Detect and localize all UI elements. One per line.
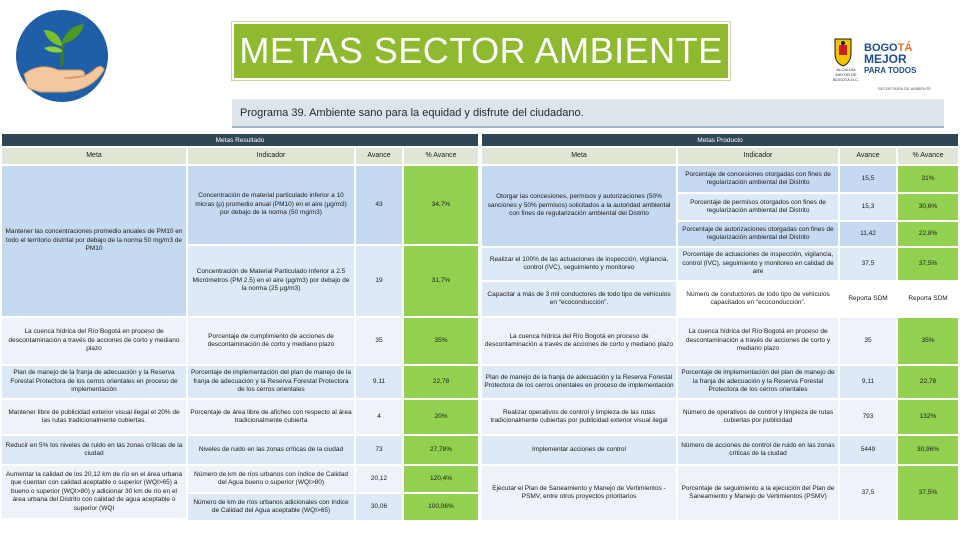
table-cell-meta: Capacitar a más de 3 mil conductores de …: [482, 282, 676, 316]
table-cell-pct: 31%: [898, 166, 958, 192]
table-cell-indicador: Concentración de Material Particulado In…: [188, 246, 354, 316]
table-cell-indicador: Número de acciones de control de ruido e…: [678, 436, 838, 464]
header-meta: Meta: [2, 148, 186, 164]
bogota-mejor-text: BOGOTÁ MEJOR PARA TODOS: [864, 41, 917, 76]
table-cell-indicador: Número de conductores de todo tipo de ve…: [678, 282, 838, 316]
table-cell-indicador: Porcentaje de implementación del plan de…: [188, 366, 354, 398]
table-cell-indicador: Porcentaje de seguimiento a la ejecución…: [678, 466, 838, 520]
table-cell-avance: 5449: [840, 436, 896, 464]
table-cell-pct: 22,78: [404, 366, 478, 398]
table-cell-pct: 100,06%: [404, 494, 478, 520]
table-cell-avance: 20,12: [356, 466, 402, 492]
table-cell-avance: 9,11: [840, 366, 896, 398]
table-cell-indicador: Niveles de ruido en las zonas críticas d…: [188, 436, 354, 464]
table-cell-indicador: Concentración de material particulado in…: [188, 166, 354, 244]
table-cell-pct: 31,7%: [404, 246, 478, 316]
title-banner: METAS SECTOR AMBIENTE: [232, 22, 730, 80]
table-cell-meta: Otorgar las concesiones, permisos y auto…: [482, 166, 676, 246]
section-metas-resultado: Metas Resultado: [2, 134, 478, 146]
table-cell-pct: 132%: [898, 400, 958, 434]
table-cell-pct: 27,78%: [404, 436, 478, 464]
header-meta: Meta: [482, 148, 676, 164]
header-avance: Avance: [356, 148, 402, 164]
table-cell-pct: 22,78: [898, 366, 958, 398]
alcaldia-text: ALCALDÍA MAYOR DE BOGOTÁ D.C.: [832, 66, 860, 82]
table-cell-indicador: Número de km de ríos urbanos con índice …: [188, 466, 354, 492]
section-label: Metas Producto: [697, 136, 743, 144]
table-cell-meta: Plan de manejo de la franja de adecuació…: [2, 366, 186, 398]
table-cell-avance: 19: [356, 246, 402, 316]
table-cell-pct: 30,96%: [898, 436, 958, 464]
table-cell-meta: La cuenca hídrica del Río Bogotá en proc…: [2, 318, 186, 364]
table-cell-pct: 22,8%: [898, 222, 958, 246]
table-cell-meta: Ejecutar el Plan de Saneamiento y Manejo…: [482, 466, 676, 520]
table-cell-indicador: Porcentaje de cumplimiento de acciones d…: [188, 318, 354, 364]
hand-plant-logo: [10, 4, 118, 104]
bogota-line1-a: BOGO: [864, 41, 898, 54]
table-cell-avance: 15,3: [840, 194, 896, 220]
bogota-line3: PARA TODOS: [864, 65, 917, 75]
coat-of-arms-icon: ALCALDÍA MAYOR DE BOGOTÁ D.C.: [832, 37, 860, 82]
header-pct-avance: % Avance: [404, 148, 478, 164]
page-title: METAS SECTOR AMBIENTE: [239, 30, 723, 71]
table-cell-pct: 37,5%: [898, 466, 958, 520]
header-pct-avance: % Avance: [898, 148, 958, 164]
table-cell-avance: 37,5: [840, 248, 896, 280]
table-cell-meta: Plan de manejo de la franja de adecuació…: [482, 366, 676, 398]
table-cell-meta: Reducir en 5% los niveles de ruido en la…: [2, 436, 186, 464]
table-cell-indicador: Porcentaje de permisos otorgados con fin…: [678, 194, 838, 220]
table-cell-pct: 20%: [404, 400, 478, 434]
table-cell-avance: 793: [840, 400, 896, 434]
table-cell-avance: Reporta SDM: [840, 282, 896, 316]
table-cell-avance: 30,06: [356, 494, 402, 520]
header-indicador: Indicador: [188, 148, 354, 164]
table-cell-indicador: Número de km de ríos urbanos adicionales…: [188, 494, 354, 520]
bogota-line2: MEJOR: [864, 51, 907, 66]
table-cell-indicador: Porcentaje de implementación del plan de…: [678, 366, 838, 398]
table-cell-pct: Reporta SDM: [898, 282, 958, 316]
table-cell-avance: 37,5: [840, 466, 896, 520]
table-cell-meta: Realizar operativos de control y limpiez…: [482, 400, 676, 434]
table-cell-pct: 34,7%: [404, 166, 478, 244]
table-cell-meta: Aumentar la calidad de los 20,12 km de r…: [2, 466, 186, 518]
table-cell-meta: Implementar acciones de control: [482, 436, 676, 464]
table-cell-meta: Mantener las concentraciones promedio an…: [2, 166, 186, 316]
table-cell-avance: 35: [356, 318, 402, 364]
table-cell-pct: 120,4%: [404, 466, 478, 492]
header-avance: Avance: [840, 148, 896, 164]
table-cell-avance: 4: [356, 400, 402, 434]
section-label: Metas Resultado: [215, 136, 265, 144]
table-cell-pct: 35%: [898, 318, 958, 364]
table-cell-avance: 35: [840, 318, 896, 364]
table-cell-indicador: Número de operativos de control y limpie…: [678, 400, 838, 434]
table-cell-indicador: La cuenca hídrica del Río Bogotá en proc…: [678, 318, 838, 364]
table-cell-avance: 43: [356, 166, 402, 244]
program-banner: Programa 39. Ambiente sano para la equid…: [232, 98, 944, 128]
header-indicador: Indicador: [678, 148, 838, 164]
table-cell-avance: 15,5: [840, 166, 896, 192]
table-cell-indicador: Porcentaje de concesiones otorgadas con …: [678, 166, 838, 192]
bogota-logo: ALCALDÍA MAYOR DE BOGOTÁ D.C. BOGOTÁ MEJ…: [832, 30, 950, 88]
table-cell-indicador: Porcentaje de autorizaciones otorgadas c…: [678, 222, 838, 246]
secretaria-text: SECRETARÍA DE AMBIENTE: [878, 86, 932, 91]
bogota-line1-b: TÁ: [897, 41, 913, 54]
table-cell-pct: 30,6%: [898, 194, 958, 220]
table-cell-avance: 9,11: [356, 366, 402, 398]
table-cell-avance: 73: [356, 436, 402, 464]
table-cell-meta: La cuenca hídrica del Río Bogotá en proc…: [482, 318, 676, 364]
table-cell-pct: 37,5%: [898, 248, 958, 280]
table-cell-meta: Realizar el 100% de las actuaciones de i…: [482, 248, 676, 280]
table-cell-indicador: Porcentaje de área libre de afiches con …: [188, 400, 354, 434]
table-cell-pct: 35%: [404, 318, 478, 364]
table-cell-indicador: Porcentaje de actuaciones de inspección,…: [678, 248, 838, 280]
table-cell-meta: Mantener libre de publicidad exterior vi…: [2, 400, 186, 434]
table-cell-avance: 11,42: [840, 222, 896, 246]
section-metas-producto: Metas Producto: [482, 134, 958, 146]
program-title: Programa 39. Ambiente sano para la equid…: [240, 106, 584, 119]
